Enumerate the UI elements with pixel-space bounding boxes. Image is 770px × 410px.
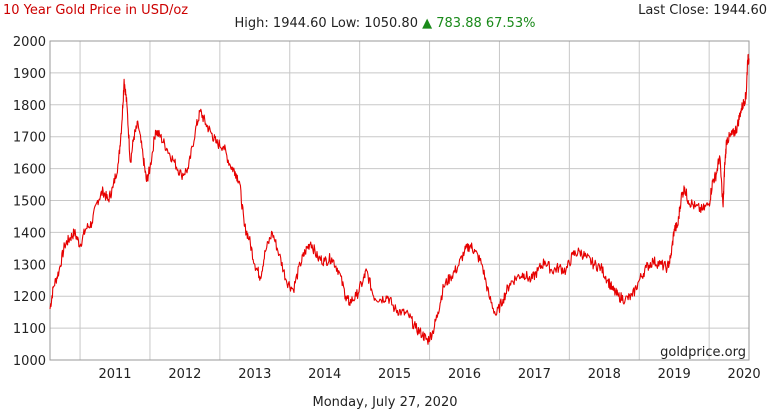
x-tick-label: 2013 [238, 367, 271, 382]
y-tick-label: 2000 [13, 35, 46, 50]
plot-frame [49, 40, 750, 361]
y-tick-label: 1600 [13, 163, 46, 178]
change-text: 783.88 67.53% [436, 16, 536, 31]
y-tick-label: 1200 [13, 290, 46, 305]
y-tick-label: 1900 [13, 67, 46, 82]
chart-title: 10 Year Gold Price in USD/oz [3, 3, 189, 18]
x-tick-label: 2015 [378, 367, 411, 382]
date-label: Monday, July 27, 2020 [312, 395, 458, 410]
stats-line: High: 1944.60 Low: 1050.80 ▲ 783.88 67.5… [0, 16, 770, 31]
y-tick-label: 1300 [13, 258, 46, 273]
x-tick-label: 2014 [308, 367, 341, 382]
y-tick-label: 1100 [13, 322, 46, 337]
x-tick-label: 2011 [98, 367, 131, 382]
x-tick-label: 2018 [588, 367, 621, 382]
high-low-text: High: 1944.60 Low: 1050.80 [234, 16, 418, 31]
x-tick-label: 2020 [728, 367, 761, 382]
y-tick-label: 1700 [13, 131, 46, 146]
y-tick-label: 1500 [13, 195, 46, 210]
last-close: Last Close: 1944.60 [638, 3, 767, 18]
change-up-icon: ▲ [422, 16, 433, 31]
watermark-text: goldprice.org [660, 345, 746, 360]
y-tick-label: 1000 [13, 354, 46, 369]
x-tick-label: 2019 [658, 367, 691, 382]
price-line [49, 53, 750, 345]
x-tick-label: 2017 [518, 367, 551, 382]
x-tick-label: 2012 [168, 367, 201, 382]
y-tick-label: 1800 [13, 99, 46, 114]
y-tick-label: 1400 [13, 226, 46, 241]
x-tick-label: 2016 [448, 367, 481, 382]
